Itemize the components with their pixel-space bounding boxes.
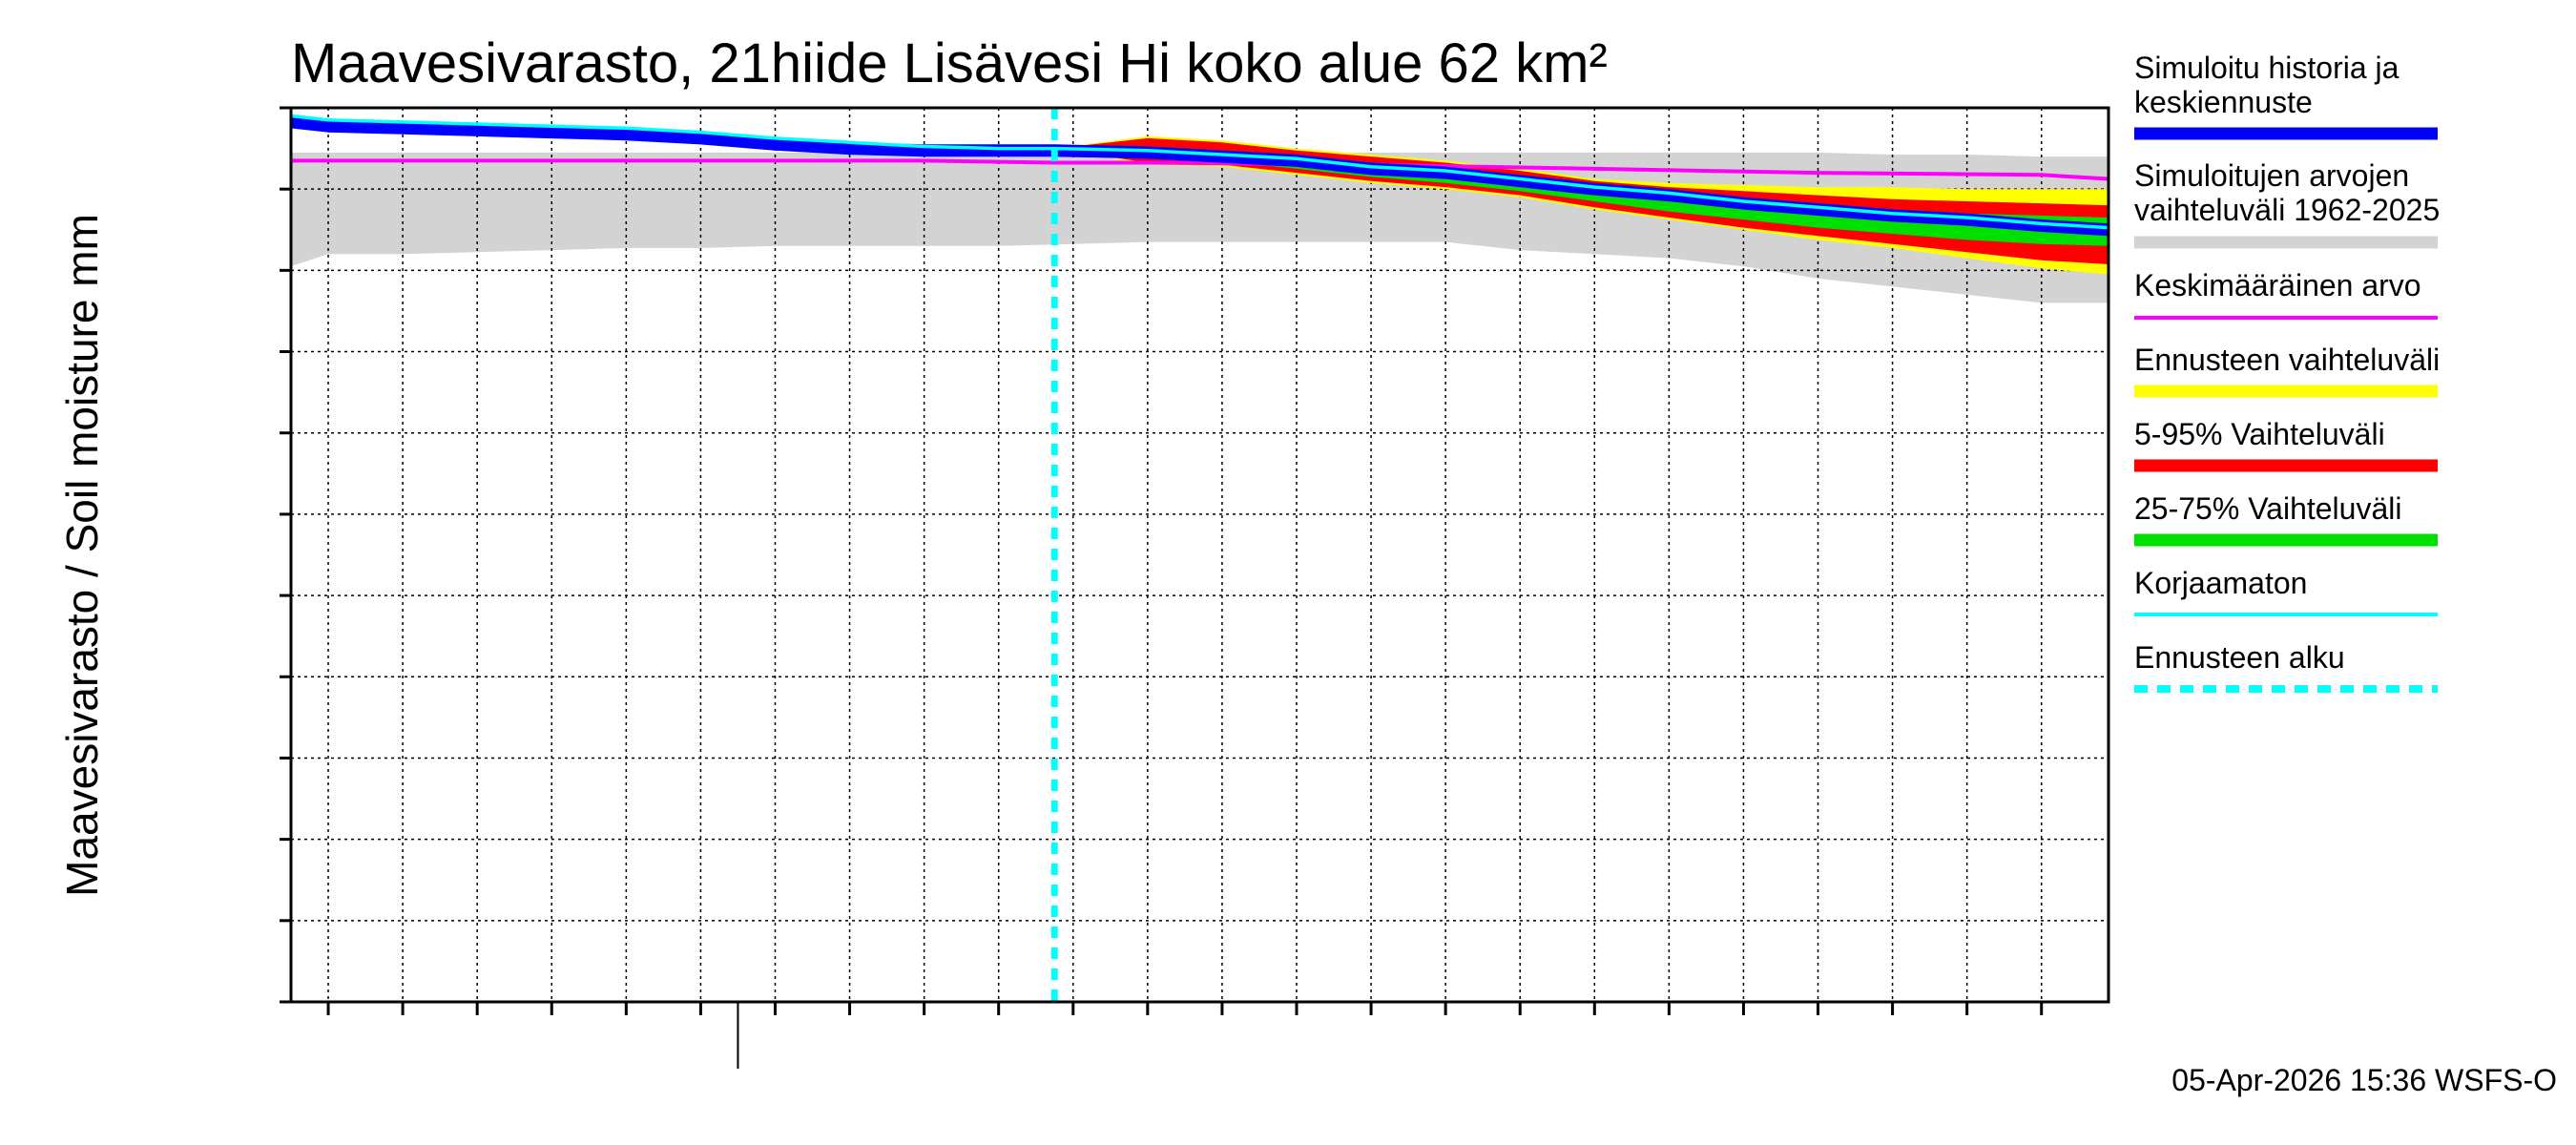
legend-label: Ennusteen alku <box>2134 640 2345 675</box>
series <box>290 108 2109 1002</box>
grid <box>291 108 2109 1002</box>
legend-entry: Ennusteen vaihteluväli <box>2134 343 2440 398</box>
timestamp: 05-Apr-2026 15:36 WSFS-O <box>2171 1063 2557 1097</box>
legend: Simuloitu historia ja keskiennuste Simuloi… <box>2134 51 2440 693</box>
plot-frame <box>289 106 2110 1004</box>
legend-label: 5-95% Vaihteluväli <box>2134 417 2385 451</box>
legend-label: Simuloitujen arvojen vaihteluväli 1962-20… <box>2134 158 2440 227</box>
legend-entry: 25-75% Vaihteluväli <box>2134 491 2438 547</box>
p25-75-band <box>1054 146 2109 246</box>
mean-line <box>291 158 2109 181</box>
legend-label: 25-75% Vaihteluväli <box>2134 491 2401 526</box>
legend-entry: 5-95% Vaihteluväli <box>2134 417 2438 472</box>
history-median-line <box>290 115 2109 237</box>
legend-entry: Korjaamaton <box>2134 566 2438 616</box>
legend-label: Keskimääräinen arvo <box>2134 268 2421 302</box>
legend-label: Korjaamaton <box>2134 566 2307 600</box>
uncorrected-line <box>290 114 2109 230</box>
legend-entry: Simuloitu historia ja keskiennuste <box>2134 51 2438 140</box>
chart-title: Maavesivarasto, 21hiide Lisävesi Hi koko… <box>291 32 1608 94</box>
legend-entry: Simuloitujen arvojen vaihteluväli 1962-20… <box>2134 158 2440 249</box>
legend-label: Simuloitu historia ja keskiennuste <box>2134 51 2399 119</box>
legend-entry: Ennusteen alku <box>2134 640 2438 693</box>
legend-label: Ennusteen vaihteluväli <box>2134 343 2440 377</box>
axes <box>280 106 2044 1069</box>
legend-entry: Keskimääräinen arvo <box>2134 268 2438 320</box>
y-axis-label: Maavesivarasto / Soil moisture mm <box>57 214 107 897</box>
